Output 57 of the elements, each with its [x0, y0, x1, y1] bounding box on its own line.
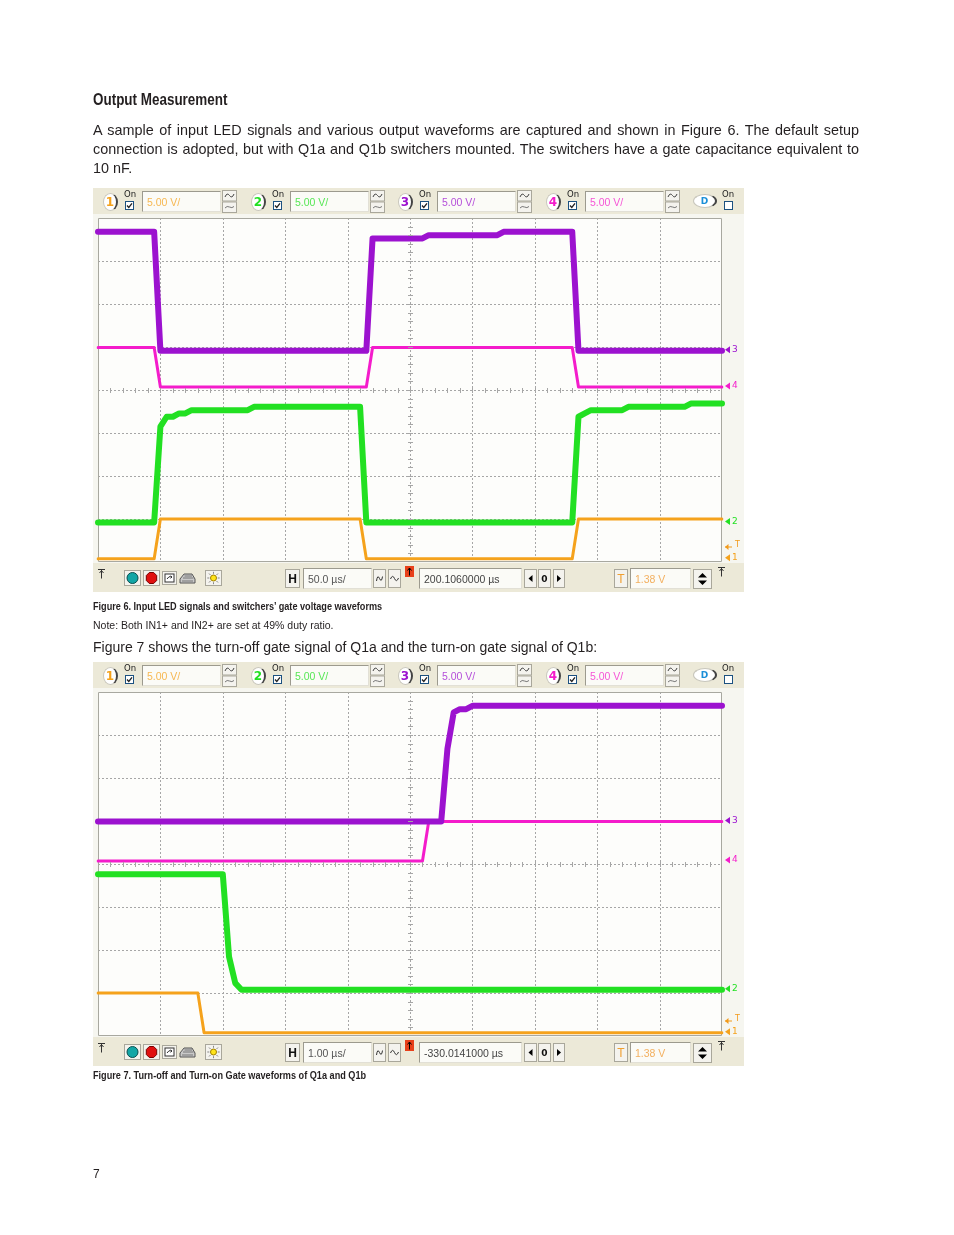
caption: Figure 6. Input LED signals and switchers’ gate voltage waveforms — [93, 600, 383, 613]
text: Note: Both IN1+ and IN2+ are set at 49% duty ratio. — [93, 619, 334, 632]
legend-label: 2 — [732, 983, 738, 994]
input-field: 1.38 V — [630, 1042, 691, 1063]
oval-button: 3 — [398, 193, 413, 211]
text: T — [734, 540, 740, 550]
text: On — [272, 189, 285, 199]
input-field: 5.00 V/ — [290, 665, 369, 686]
input-field: 5.00 V/ — [290, 191, 369, 212]
text: T — [734, 1014, 740, 1024]
legend-label: 4 — [732, 380, 738, 391]
chart-subtitle: Figure 7 shows the turn-off gate signal of Q1a and the turn-on gate signal of Q1b: — [93, 638, 598, 657]
oval-button: 1 — [103, 667, 118, 685]
legend-label: 3 — [732, 344, 738, 355]
input-field: 5.00 V/ — [437, 191, 516, 212]
text: On — [124, 663, 137, 673]
input-field: -330.0141000 µs — [419, 1042, 522, 1063]
oval-button: 1 — [103, 193, 118, 211]
text: On — [567, 189, 580, 199]
button: 0 — [538, 1043, 551, 1062]
text: On — [722, 663, 735, 673]
input-field: 1.38 V — [630, 568, 691, 589]
legend-label: 4 — [732, 854, 738, 865]
oval-button: 4 — [546, 667, 561, 685]
oval-button: D — [693, 668, 717, 682]
chart-title: Output Measurement — [93, 91, 228, 109]
text: On — [419, 189, 432, 199]
oval-button: 2 — [251, 193, 266, 211]
chart-subtitle: A sample of input LED signals and various output waveforms are captured and shown in Figure 6. The default setup connection is adopted, but with Q1a and Q1b switchers mounted. The switchers have a gate capacitance equivalent to 10 nF. — [93, 121, 859, 178]
button: T — [614, 569, 628, 588]
button: H — [285, 1043, 300, 1062]
button: T — [614, 1043, 628, 1062]
input-field: 5.00 V/ — [142, 191, 221, 212]
legend-label: 3 — [732, 814, 738, 825]
text: On — [124, 189, 137, 199]
oval-button: 3 — [398, 667, 413, 685]
input-field: 50.0 µs/ — [303, 568, 372, 589]
input-field: 5.00 V/ — [437, 665, 516, 686]
input-field: 5.00 V/ — [142, 665, 221, 686]
button: H — [285, 569, 300, 588]
legend-label: 1 — [732, 552, 738, 563]
text: On — [272, 663, 285, 673]
legend-label: 1 — [732, 1026, 738, 1037]
input-field: 1.00 µs/ — [303, 1042, 372, 1063]
oval-button: D — [693, 194, 717, 208]
input-field: 5.00 V/ — [585, 191, 664, 212]
text: On — [722, 189, 735, 199]
legend-label: 2 — [732, 515, 738, 526]
oval-button: 4 — [546, 193, 561, 211]
text: On — [567, 663, 580, 673]
oval-button: 2 — [251, 667, 266, 685]
text: 7 — [93, 1167, 100, 1181]
input-field: 200.1060000 µs — [419, 568, 522, 589]
input-field: 5.00 V/ — [585, 665, 664, 686]
caption: Figure 7. Turn-off and Turn-on Gate waveforms of Q1a and Q1b — [93, 1069, 367, 1082]
text: On — [419, 663, 432, 673]
button: 0 — [538, 569, 551, 588]
